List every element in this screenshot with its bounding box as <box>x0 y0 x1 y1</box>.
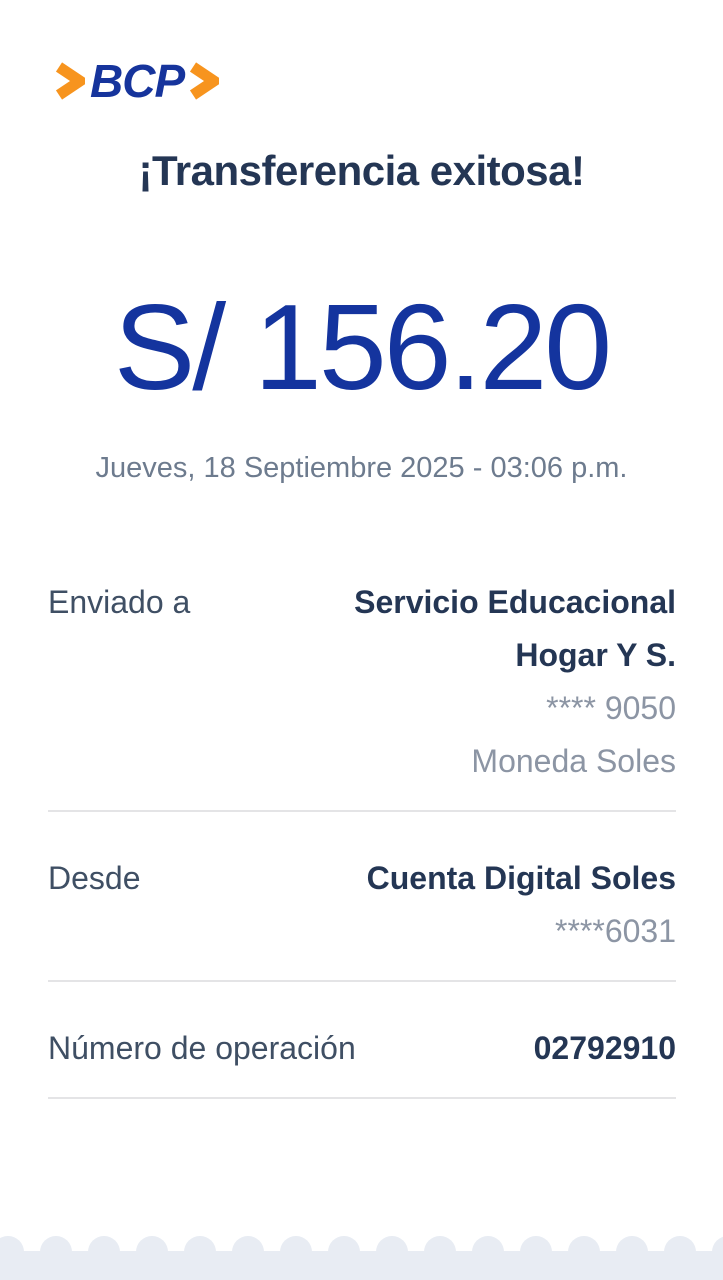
operation-row: Número de operación 02792910 <box>48 982 676 1099</box>
recipient-name-line2: Hogar Y S. <box>515 637 676 673</box>
bcp-logo: BCP <box>55 55 220 107</box>
bcp-chevron-left-icon <box>55 62 85 100</box>
bcp-chevron-right-icon <box>190 62 220 100</box>
receipt-scallop-edge <box>0 1236 723 1280</box>
source-account-name: Cuenta Digital Soles <box>366 860 676 896</box>
from-label: Desde <box>48 860 141 896</box>
bcp-logo-text: BCP <box>90 55 185 107</box>
recipient-masked-account: **** 9050 <box>546 690 676 726</box>
recipient-currency: Moneda Soles <box>471 743 676 779</box>
sent-to-label: Enviado a <box>48 584 191 620</box>
page-title: ¡Transferencia exitosa! <box>138 147 585 194</box>
source-masked-account: ****6031 <box>555 913 676 949</box>
sent-to-row: Enviado a Servicio Educacional Hogar Y S… <box>48 536 676 812</box>
operation-number: 02792910 <box>533 1030 676 1066</box>
operation-values: 02792910 <box>356 1022 676 1075</box>
transfer-details: Enviado a Servicio Educacional Hogar Y S… <box>48 536 676 1099</box>
recipient-name-line1: Servicio Educacional <box>354 584 676 620</box>
sent-to-values: Servicio Educacional Hogar Y S. **** 905… <box>190 576 676 788</box>
operation-label: Número de operación <box>48 1030 356 1066</box>
from-row: Desde Cuenta Digital Soles ****6031 <box>48 812 676 982</box>
transfer-amount: S/ 156.20 <box>113 279 612 415</box>
from-values: Cuenta Digital Soles ****6031 <box>141 852 676 958</box>
transfer-datetime: Jueves, 18 Septiembre 2025 - 03:06 p.m. <box>95 452 628 484</box>
